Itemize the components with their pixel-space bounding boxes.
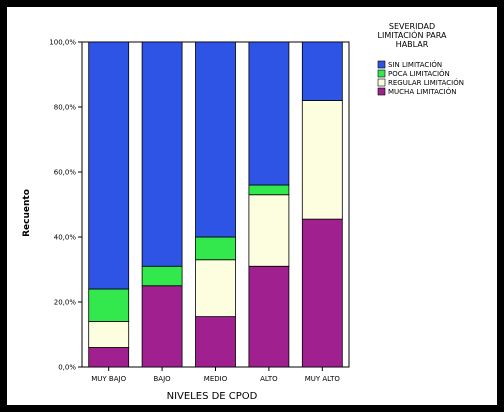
x-tick-label: MUY BAJO <box>91 375 126 383</box>
y-tick-label: 40,0% <box>54 234 77 242</box>
bar-segment <box>141 285 183 368</box>
bar-segment <box>248 41 290 186</box>
bar-segment <box>195 236 236 261</box>
x-tick-label: MEDIO <box>204 375 228 383</box>
bars-group <box>88 41 343 368</box>
x-axis-label: NIVELES DE CPOD <box>167 391 258 402</box>
legend-title: LIMITACIÓN PARA <box>378 29 447 40</box>
legend-swatch <box>377 60 386 69</box>
bar-segment <box>141 265 183 287</box>
y-tick-label: 20,0% <box>54 299 77 307</box>
legend-item-label: POCA LIMITACIÓN <box>388 69 450 78</box>
bar-segment <box>301 41 343 101</box>
y-axis-label: Recuento <box>22 189 32 237</box>
bar-segment <box>88 321 130 348</box>
x-tick-label: MUY ALTO <box>305 375 341 383</box>
stacked-bar-chart: 0,0% 20,0% 40,0% 60,0% 80,0% 100,0% MUY BAJO B… <box>22 22 464 402</box>
legend-title: HABLAR <box>396 40 429 49</box>
legend-item-label: MUCHA LIMITACIÓN <box>388 87 457 96</box>
bar-segment <box>248 194 290 267</box>
y-tick-label: 100,0% <box>49 39 76 47</box>
bar-segment <box>88 288 130 322</box>
y-tick-label: 60,0% <box>54 169 77 177</box>
bar-segment <box>88 347 130 368</box>
x-axis-ticks: MUY BAJO BAJO MEDIO ALTO MUY ALTO <box>91 367 340 383</box>
legend-swatch <box>377 69 386 78</box>
bar-segment <box>301 218 343 368</box>
bar-segment <box>88 41 130 290</box>
legend-item-label: SIN LIMITACIÓN <box>388 60 442 69</box>
legend-title: SEVERIDAD <box>389 22 435 31</box>
x-tick-label: BAJO <box>154 375 172 383</box>
y-tick-label: 80,0% <box>54 104 77 112</box>
bar-segment <box>141 41 183 267</box>
bar-segment <box>195 259 236 318</box>
legend-swatch <box>377 78 386 87</box>
legend-item-label: REGULAR LIMITACIÓN <box>388 78 464 87</box>
bar-segment <box>248 184 290 196</box>
legend-swatch <box>377 87 386 96</box>
x-tick-label: ALTO <box>260 375 278 383</box>
y-tick-label: 0,0% <box>58 364 76 372</box>
y-axis-ticks: 0,0% 20,0% 40,0% 60,0% 80,0% 100,0% <box>49 39 82 372</box>
bar-segment <box>195 41 236 238</box>
bar-segment <box>195 316 236 368</box>
bar-segment <box>248 265 290 368</box>
chart-canvas: 0,0% 20,0% 40,0% 60,0% 80,0% 100,0% MUY BAJO B… <box>7 7 497 405</box>
bar-segment <box>301 100 343 220</box>
